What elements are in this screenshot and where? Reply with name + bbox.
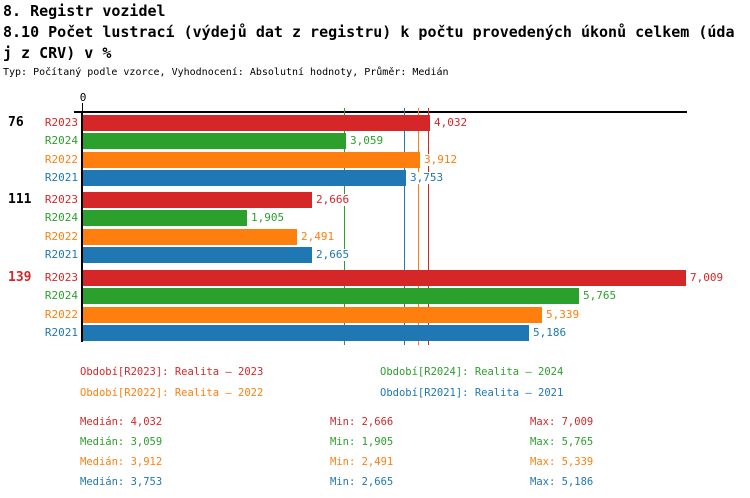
bar-value-label-r2022-group-139: 5,339 (545, 308, 581, 321)
legend-item-r2021: Období[R2021]: Realita – 2021 (380, 387, 564, 399)
stat-max-r2023: Max: 7,009 (530, 416, 594, 428)
bar-r2024-group-111 (83, 210, 247, 226)
bar-r2021-group-111 (83, 247, 312, 263)
bar-value-label-r2023-group-111: 2,666 (315, 193, 351, 206)
bar-value-label-r2021-group-139: 5,186 (532, 326, 568, 339)
stat-median-r2021: Medián: 3,753 (80, 476, 163, 488)
bar-value-label-r2022-group-76: 3,912 (423, 153, 459, 166)
median-line-r2023 (428, 108, 429, 345)
stat-min-r2023: Min: 2,666 (330, 416, 394, 428)
bar-r2021-group-139 (83, 325, 529, 341)
stat-max-r2021: Max: 5,186 (530, 476, 594, 488)
bar-r2023-group-76 (83, 115, 430, 131)
legend-item-r2022: Období[R2022]: Realita – 2022 (80, 387, 264, 399)
row-label-r2021: R2021 (44, 171, 78, 184)
y-axis-line (81, 111, 83, 342)
median-line-r2024 (344, 108, 345, 345)
bar-r2021-group-76 (83, 170, 406, 186)
row-label-r2021: R2021 (44, 248, 78, 261)
row-label-r2022: R2022 (44, 308, 78, 321)
report-meta: Typ: Počítaný podle vzorce, Vyhodnocení:… (3, 67, 449, 78)
stat-min-r2021: Min: 2,665 (330, 476, 394, 488)
stat-max-r2024: Max: 5,765 (530, 436, 594, 448)
row-label-r2024: R2024 (44, 289, 78, 302)
bar-r2023-group-111 (83, 192, 312, 208)
bar-value-label-r2024-group-139: 5,765 (582, 289, 618, 302)
row-label-r2022: R2022 (44, 230, 78, 243)
report-subtitle-line1: 8.10 Počet lustrací (výdejů dat z regist… (3, 23, 735, 41)
bar-value-label-r2024-group-111: 1,905 (250, 211, 286, 224)
bar-r2023-group-139 (83, 270, 686, 286)
bar-value-label-r2021-group-111: 2,665 (315, 248, 351, 261)
row-label-r2024: R2024 (44, 211, 78, 224)
zero-tick-label: 0 (79, 91, 87, 104)
group-label-76: 76 (8, 115, 24, 130)
bar-value-label-r2023-group-76: 4,032 (433, 116, 469, 129)
row-label-r2023: R2023 (44, 193, 78, 206)
row-label-r2023: R2023 (44, 116, 78, 129)
bar-r2022-group-76 (83, 152, 420, 168)
bar-r2024-group-139 (83, 288, 579, 304)
stat-median-r2022: Medián: 3,912 (80, 456, 163, 468)
bar-r2024-group-76 (83, 133, 346, 149)
median-line-r2022 (418, 108, 419, 345)
row-label-r2022: R2022 (44, 153, 78, 166)
stat-min-r2022: Min: 2,491 (330, 456, 394, 468)
group-label-111: 111 (8, 192, 32, 207)
report-subtitle-line2: j z CRV) v % (3, 44, 112, 62)
row-label-r2024: R2024 (44, 134, 78, 147)
bar-value-label-r2024-group-76: 3,059 (349, 134, 385, 147)
bar-value-label-r2022-group-111: 2,491 (300, 230, 336, 243)
zero-tick (82, 103, 83, 112)
bar-value-label-r2023-group-139: 7,009 (689, 271, 725, 284)
bar-r2022-group-111 (83, 229, 297, 245)
group-label-139: 139 (8, 270, 32, 285)
legend-item-r2023: Období[R2023]: Realita – 2023 (80, 366, 264, 378)
stat-median-r2024: Medián: 3,059 (80, 436, 163, 448)
stat-max-r2022: Max: 5,339 (530, 456, 594, 468)
stat-min-r2024: Min: 1,905 (330, 436, 394, 448)
x-axis-line (74, 111, 687, 113)
bar-r2022-group-139 (83, 307, 542, 323)
legend-item-r2024: Období[R2024]: Realita – 2024 (380, 366, 564, 378)
median-line-r2021 (404, 108, 405, 345)
row-label-r2023: R2023 (44, 271, 78, 284)
bar-value-label-r2021-group-76: 3,753 (409, 171, 445, 184)
report-title: 8. Registr vozidel (3, 2, 166, 20)
row-label-r2021: R2021 (44, 326, 78, 339)
stat-median-r2023: Medián: 4,032 (80, 416, 163, 428)
